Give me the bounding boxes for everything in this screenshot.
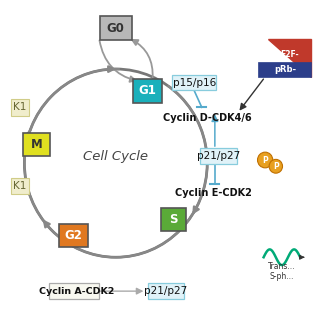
- FancyBboxPatch shape: [49, 283, 99, 299]
- Text: p21/p27: p21/p27: [197, 151, 240, 161]
- Text: Cyclin A-CDK2: Cyclin A-CDK2: [38, 287, 114, 296]
- Circle shape: [269, 159, 283, 173]
- Text: P: P: [262, 156, 268, 164]
- Text: S: S: [170, 213, 178, 226]
- Text: Cyclin D-CDK4/6: Cyclin D-CDK4/6: [163, 113, 252, 123]
- Text: M: M: [31, 138, 43, 151]
- Text: p15/p16: p15/p16: [173, 77, 216, 87]
- Text: Trans...
S-ph...: Trans... S-ph...: [268, 262, 296, 281]
- Text: Cyclin E-CDK2: Cyclin E-CDK2: [175, 188, 252, 198]
- FancyBboxPatch shape: [100, 16, 132, 40]
- FancyBboxPatch shape: [172, 75, 216, 90]
- Text: K1: K1: [13, 181, 27, 191]
- FancyBboxPatch shape: [11, 99, 29, 116]
- FancyBboxPatch shape: [259, 62, 311, 77]
- FancyBboxPatch shape: [11, 178, 29, 194]
- Polygon shape: [268, 39, 311, 77]
- Text: Cell Cycle: Cell Cycle: [83, 150, 148, 164]
- Text: pRb-: pRb-: [274, 66, 296, 75]
- Text: E2F-: E2F-: [280, 51, 299, 60]
- Text: G2: G2: [64, 229, 82, 242]
- FancyBboxPatch shape: [148, 283, 184, 299]
- FancyBboxPatch shape: [23, 133, 51, 156]
- FancyBboxPatch shape: [161, 208, 186, 231]
- Text: G0: G0: [107, 22, 125, 35]
- Circle shape: [258, 152, 273, 168]
- FancyBboxPatch shape: [133, 79, 163, 103]
- Text: p21/p27: p21/p27: [144, 286, 188, 296]
- Text: G1: G1: [139, 84, 157, 98]
- Text: K1: K1: [13, 102, 27, 112]
- FancyBboxPatch shape: [200, 148, 237, 164]
- Text: P: P: [273, 162, 279, 171]
- FancyBboxPatch shape: [59, 224, 88, 247]
